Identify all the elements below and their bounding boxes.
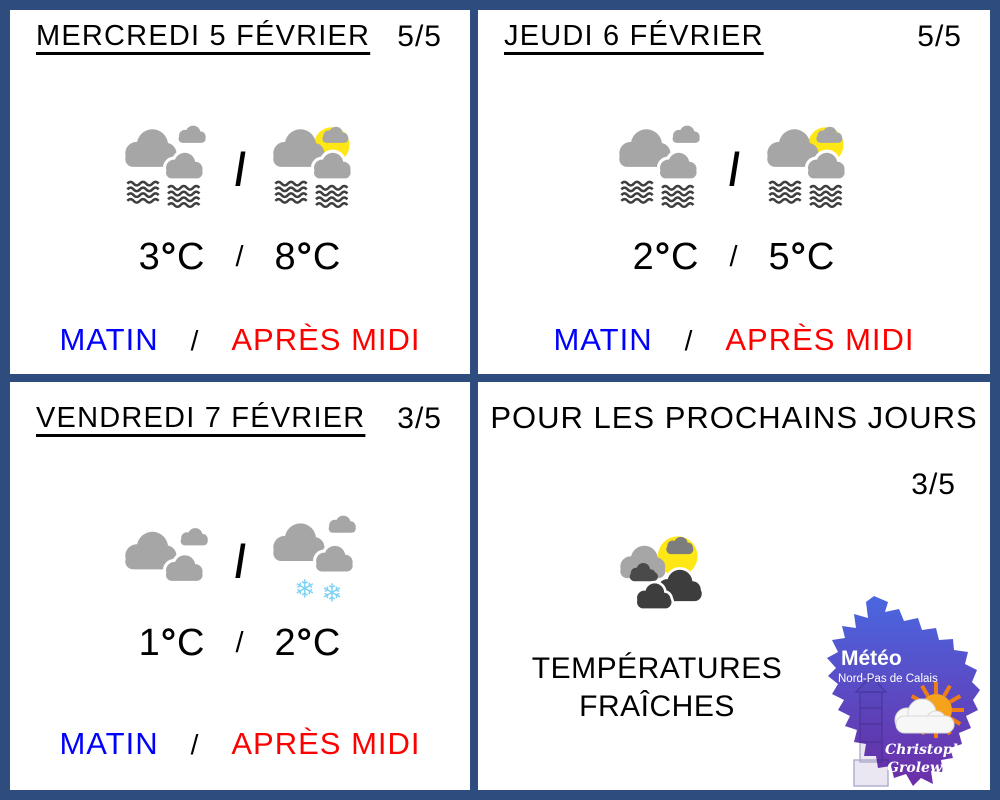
afternoon-label: APRÈS MIDI xyxy=(231,726,421,761)
morning-temperature: 3°C xyxy=(138,236,206,278)
clouds-icon xyxy=(116,514,216,608)
nord-pas-de-calais-map: Météo Nord-Pas de Calais xyxy=(827,596,981,787)
slash-separator: / xyxy=(234,143,246,195)
morning-label: MATIN xyxy=(553,322,653,357)
map-shape xyxy=(827,596,980,786)
panel-header: MERCREDI 5 FÉVRIER 5/5 xyxy=(36,20,442,54)
afternoon-temperature: 2°C xyxy=(274,622,342,664)
confidence-rating: 5/5 xyxy=(917,20,962,53)
temperature-row: 2°C / 5°C xyxy=(478,236,990,279)
clouds-snow-icon xyxy=(264,514,364,608)
panel-friday: VENDREDI 7 FÉVRIER 3/5 / 1°C / 2°C MATIN… xyxy=(10,382,470,790)
panel-header: VENDREDI 7 FÉVRIER 3/5 xyxy=(36,402,442,436)
panel-date-title: JEUDI 6 FÉVRIER xyxy=(504,20,764,52)
clouds-fog-icon xyxy=(116,122,216,216)
slash-separator: / xyxy=(190,325,200,356)
slash-separator: / xyxy=(235,627,245,659)
panel-date-title: VENDREDI 7 FÉVRIER xyxy=(36,402,366,434)
slash-separator: / xyxy=(684,325,694,356)
cloud-icon xyxy=(894,698,955,734)
caption-line-1: TEMPÉRATURES xyxy=(531,652,783,685)
time-of-day-row: MATIN / APRÈS MIDI xyxy=(10,322,470,358)
morning-label: MATIN xyxy=(59,726,159,761)
slash-separator: / xyxy=(190,729,200,760)
temperature-row: 1°C / 2°C xyxy=(10,622,470,665)
temperature-row: 3°C / 8°C xyxy=(10,236,470,279)
caption-line-2: FRAÎCHES xyxy=(579,689,735,723)
time-of-day-row: MATIN / APRÈS MIDI xyxy=(10,726,470,762)
confidence-rating: 5/5 xyxy=(397,20,442,53)
outlook-title: POUR LES PROCHAINS JOURS xyxy=(490,400,978,435)
meteo-logo: Météo Nord-Pas de Calais xyxy=(814,592,984,788)
weather-icon-row: / xyxy=(10,122,470,216)
weather-icon-row: / xyxy=(10,514,470,608)
slash-separator: / xyxy=(234,535,246,587)
belfry-icon xyxy=(853,674,889,787)
sun-clouds-fog-icon xyxy=(264,122,364,216)
sun-dark-clouds-icon xyxy=(610,528,710,622)
morning-label: MATIN xyxy=(59,322,159,357)
panel-outlook: POUR LES PROCHAINS JOURS 3/5 TEMPÉRATURE… xyxy=(478,382,990,790)
slash-separator: / xyxy=(729,241,739,273)
time-of-day-row: MATIN / APRÈS MIDI xyxy=(478,322,990,358)
outlook-caption: TEMPÉRATURES FRAÎCHES xyxy=(492,650,822,725)
logo-signature-last: Grolewski xyxy=(887,760,965,776)
panel-wednesday: MERCREDI 5 FÉVRIER 5/5 / 3°C / 8°C MATIN… xyxy=(10,10,470,374)
afternoon-label: APRÈS MIDI xyxy=(231,322,421,357)
morning-temperature: 2°C xyxy=(632,236,700,278)
confidence-rating: 3/5 xyxy=(397,402,442,435)
afternoon-temperature: 8°C xyxy=(274,236,342,278)
logo-title: Météo xyxy=(841,647,902,670)
panel-thursday: JEUDI 6 FÉVRIER 5/5 / 2°C / 5°C MATIN / … xyxy=(478,10,990,374)
slash-separator: / xyxy=(235,241,245,273)
confidence-rating: 3/5 xyxy=(911,468,956,501)
sun-clouds-fog-icon xyxy=(758,122,858,216)
clouds-fog-icon xyxy=(610,122,710,216)
logo-subtitle: Nord-Pas de Calais xyxy=(838,673,938,685)
panel-date-title: MERCREDI 5 FÉVRIER xyxy=(36,20,371,52)
afternoon-temperature: 5°C xyxy=(768,236,836,278)
weather-icon-row: / xyxy=(478,122,990,216)
panel-header: JEUDI 6 FÉVRIER 5/5 xyxy=(504,20,962,54)
morning-temperature: 1°C xyxy=(138,622,206,664)
logo-signature-first: Christopher xyxy=(885,742,981,758)
slash-separator: / xyxy=(728,143,740,195)
afternoon-label: APRÈS MIDI xyxy=(725,322,915,357)
